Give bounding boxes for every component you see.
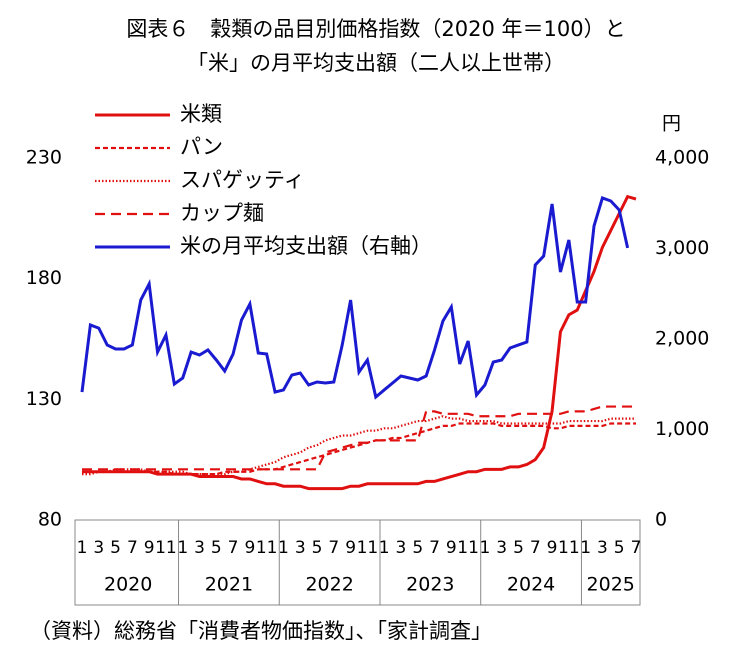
- year-label: 2023: [406, 574, 454, 596]
- x-tick-label: 1: [379, 538, 390, 558]
- x-tick-label: 5: [614, 538, 625, 558]
- x-tick-label: 1: [177, 538, 188, 558]
- x-tick-label: 9: [446, 538, 457, 558]
- y2-tick-label: 2,000: [655, 328, 709, 350]
- x-tick-label: 3: [295, 538, 306, 558]
- y-tick-label: 80: [38, 509, 62, 531]
- x-tick-label: 5: [513, 538, 524, 558]
- x-tick-label: 7: [631, 538, 642, 558]
- year-label: 2022: [305, 574, 353, 596]
- x-tick-label: 3: [194, 538, 205, 558]
- series-line: [82, 422, 636, 476]
- x-tick-label: 7: [127, 538, 138, 558]
- source-note: （資料）総務省「消費者物価指数」、「家計調査」: [30, 619, 492, 643]
- y-tick-label: 130: [26, 388, 62, 410]
- x-tick-label: 5: [412, 538, 423, 558]
- x-tick-label: 7: [530, 538, 541, 558]
- x-tick-label: 5: [110, 538, 121, 558]
- x-tick-label: 9: [244, 538, 255, 558]
- series-line: [82, 194, 637, 491]
- x-tick-label: 1: [580, 538, 591, 558]
- year-label: 2025: [587, 574, 635, 596]
- x-tick-label: 1: [77, 538, 88, 558]
- y2-tick-label: 0: [655, 509, 667, 531]
- x-tick-label: 3: [597, 538, 608, 558]
- x-tick-label: 11: [357, 538, 379, 558]
- x-tick-label: 1: [479, 538, 490, 558]
- x-tick-label: 3: [93, 538, 104, 558]
- x-tick-label: 9: [144, 538, 155, 558]
- series-line: [82, 405, 636, 471]
- legend-label: カップ麺: [180, 201, 264, 225]
- y-tick-label: 230: [26, 147, 62, 169]
- x-axis-box: [74, 519, 641, 606]
- x-tick-label: 11: [256, 538, 278, 558]
- year-label: 2024: [507, 574, 555, 596]
- chart-subtitle: 「米」の月平均支出額（二人以上世帯）: [187, 51, 565, 75]
- x-tick-label: 3: [496, 538, 507, 558]
- x-tick-label: 11: [457, 538, 479, 558]
- x-tick-label: 9: [547, 538, 558, 558]
- x-tick-label: 3: [396, 538, 407, 558]
- x-tick-label: 1: [278, 538, 289, 558]
- x-tick-label: 9: [345, 538, 356, 558]
- year-label: 2021: [205, 574, 253, 596]
- legend-label: 米の月平均支出額（右軸）: [180, 234, 432, 258]
- y-tick-label: 180: [26, 267, 62, 289]
- x-tick-label: 7: [429, 538, 440, 558]
- y2-tick-label: 1,000: [655, 418, 709, 440]
- x-tick-label: 11: [558, 538, 580, 558]
- x-tick-label: 5: [211, 538, 222, 558]
- chart-title: 図表６ 穀類の品目別価格指数（2020 年＝100）と: [126, 17, 625, 41]
- x-tick-label: 5: [312, 538, 323, 558]
- y2-tick-label: 4,000: [655, 147, 709, 169]
- x-tick-label: 7: [328, 538, 339, 558]
- y2-unit: 円: [662, 113, 681, 135]
- legend-label: スパゲッティ: [180, 168, 305, 192]
- series-line: [80, 196, 630, 400]
- legend-label: 米類: [180, 102, 222, 126]
- x-tick-label: 11: [155, 538, 177, 558]
- year-label: 2020: [104, 574, 152, 596]
- y2-tick-label: 3,000: [655, 237, 709, 259]
- x-tick-label: 7: [228, 538, 239, 558]
- legend-label: パン: [180, 135, 223, 159]
